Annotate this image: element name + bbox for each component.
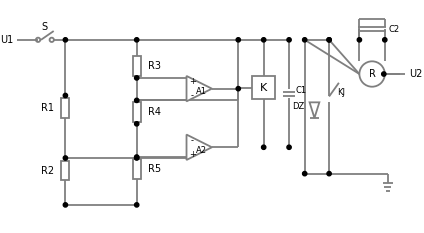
Circle shape xyxy=(327,38,331,42)
Circle shape xyxy=(357,38,362,42)
Circle shape xyxy=(134,155,139,159)
Circle shape xyxy=(134,98,139,103)
Circle shape xyxy=(262,38,266,42)
Bar xyxy=(133,159,141,178)
Circle shape xyxy=(382,72,386,76)
Circle shape xyxy=(63,93,67,98)
Circle shape xyxy=(134,203,139,207)
Circle shape xyxy=(134,76,139,80)
Circle shape xyxy=(134,122,139,126)
Circle shape xyxy=(303,38,307,42)
Bar xyxy=(252,76,276,99)
Circle shape xyxy=(327,38,331,42)
Text: KJ: KJ xyxy=(337,88,345,97)
Bar xyxy=(133,102,141,122)
Text: -: - xyxy=(191,136,194,145)
Text: C2: C2 xyxy=(389,25,400,34)
Circle shape xyxy=(360,61,385,87)
Text: DZ: DZ xyxy=(293,102,305,111)
Text: U1: U1 xyxy=(0,35,14,45)
Text: R: R xyxy=(368,69,376,79)
Text: +: + xyxy=(189,77,196,86)
Text: +: + xyxy=(189,150,196,159)
Circle shape xyxy=(287,38,291,42)
Circle shape xyxy=(327,171,331,176)
Bar xyxy=(61,161,69,181)
Circle shape xyxy=(63,203,67,207)
Text: A2: A2 xyxy=(195,146,206,155)
Polygon shape xyxy=(187,135,212,160)
Polygon shape xyxy=(187,76,212,101)
Circle shape xyxy=(236,86,240,91)
Bar xyxy=(61,98,69,118)
Text: -: - xyxy=(191,91,194,100)
Circle shape xyxy=(134,156,139,160)
Circle shape xyxy=(63,38,67,42)
Circle shape xyxy=(63,156,67,160)
Circle shape xyxy=(236,38,240,42)
Text: C1: C1 xyxy=(296,86,307,95)
Circle shape xyxy=(262,145,266,149)
Text: S: S xyxy=(42,22,48,32)
Text: K: K xyxy=(260,83,267,93)
Text: R5: R5 xyxy=(148,164,162,174)
Circle shape xyxy=(303,171,307,176)
Circle shape xyxy=(287,145,291,149)
Circle shape xyxy=(382,38,387,42)
Text: R2: R2 xyxy=(41,166,54,176)
Text: R3: R3 xyxy=(148,61,162,71)
Circle shape xyxy=(134,38,139,42)
Text: A1: A1 xyxy=(195,87,206,96)
Text: U2: U2 xyxy=(409,69,423,79)
Text: R4: R4 xyxy=(148,107,162,117)
Text: R1: R1 xyxy=(41,103,54,113)
Bar xyxy=(133,56,141,76)
